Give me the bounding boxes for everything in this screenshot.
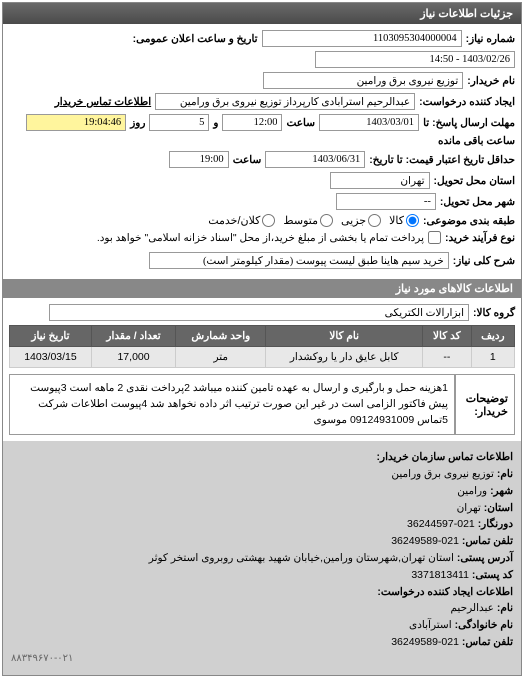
validity-label: حداقل تاریخ اعتبار قیمت: تا تاریخ:	[369, 154, 515, 166]
cell-row: 1	[471, 347, 514, 368]
creator-input[interactable]	[155, 93, 415, 110]
cat-partial-label: جزیی	[341, 214, 366, 227]
cell-qty: 17,000	[91, 347, 175, 368]
contact-phone: 021-36249589	[391, 535, 459, 547]
col-unit: واحد شمارش	[176, 326, 266, 347]
col-name: نام کالا	[266, 326, 423, 347]
desc-input[interactable]	[149, 252, 449, 269]
creator-name: عبدالرحیم	[450, 602, 494, 614]
process-label: نوع فرآیند خرید:	[445, 232, 515, 244]
goods-table: ردیف کد کالا نام کالا واحد شمارش تعداد /…	[9, 325, 515, 368]
remaining-suffix: ساعت باقی مانده	[438, 135, 515, 147]
deadline-label: مهلت ارسال پاسخ: تا	[423, 117, 515, 129]
panel-title: جزئیات اطلاعات نیاز	[3, 3, 521, 24]
contact-phone-label: تلفن تماس:	[462, 535, 513, 547]
contact-postal: 3371813411	[411, 569, 469, 581]
deadline-date-input[interactable]	[319, 114, 419, 131]
contact-province-label: استان:	[484, 502, 513, 514]
contact-province: تهران	[457, 502, 481, 514]
category-label: طبقه بندی موضوعی:	[423, 215, 515, 227]
contact-city-label: شهر:	[490, 485, 513, 497]
deadline-time-label: ساعت	[286, 117, 315, 129]
creator-label: ایجاد کننده درخواست:	[419, 96, 515, 108]
contact-name: توزیع نیروی برق ورامین	[391, 468, 494, 480]
category-radios: کالا جزیی متوسط کلان/خدمت	[208, 214, 419, 227]
cat-wholesale-label: کلان/خدمت	[208, 214, 260, 227]
cell-code: --	[422, 347, 471, 368]
city-label: شهر محل تحویل:	[440, 196, 515, 208]
notes-label: توضیحات خریدار:	[455, 374, 515, 435]
validity-time-label: ساعت	[233, 154, 262, 166]
cell-name: کابل عایق دار یا روکشدار	[266, 347, 423, 368]
col-row: ردیف	[471, 326, 514, 347]
table-row[interactable]: 1 -- کابل عایق دار یا روکشدار متر 17,000…	[10, 347, 515, 368]
contact-address-label: آدرس پستی:	[457, 552, 513, 564]
radio-medium[interactable]	[320, 214, 333, 227]
radio-partial[interactable]	[368, 214, 381, 227]
creator-phone-label: تلفن تماس:	[462, 636, 513, 648]
goods-group-input[interactable]	[49, 304, 469, 321]
contact-fax: 021-36244597	[407, 518, 475, 530]
buyer-name-label: نام خریدار:	[467, 75, 515, 87]
buyer-name-input[interactable]	[263, 72, 463, 89]
radio-all[interactable]	[406, 214, 419, 227]
city-input[interactable]	[336, 193, 436, 210]
buyer-contact-link[interactable]: اطلاعات تماس خریدار	[55, 96, 151, 108]
deadline-time-input[interactable]	[222, 114, 282, 131]
main-panel: جزئیات اطلاعات نیاز شماره نیاز: تاریخ و …	[2, 2, 522, 676]
public-datetime-input[interactable]	[315, 51, 515, 68]
request-no-label: شماره نیاز:	[466, 33, 515, 45]
notes-content: 1هزینه حمل و بارگیری و ارسال به عهده تام…	[9, 374, 455, 435]
request-no-input[interactable]	[262, 30, 462, 47]
form-section: شماره نیاز: تاریخ و ساعت اعلان عمومی: نا…	[3, 24, 521, 279]
creator-family: استرآبادی	[409, 619, 452, 631]
province-label: استان محل تحویل:	[434, 175, 515, 187]
col-qty: تعداد / مقدار	[91, 326, 175, 347]
contact-address: استان تهران,شهرستان ورامین,خیابان شهید ب…	[149, 552, 454, 564]
creator-phone: 021-36249589	[391, 636, 459, 648]
table-header-row: ردیف کد کالا نام کالا واحد شمارش تعداد /…	[10, 326, 515, 347]
goods-section-title: اطلاعات کالاهای مورد نیاز	[3, 279, 521, 298]
validity-date-input[interactable]	[265, 151, 365, 168]
cell-date: 1403/03/15	[10, 347, 92, 368]
contact-name-label: نام:	[497, 468, 513, 480]
contact-title: اطلاعات تماس سازمان خریدار:	[377, 451, 513, 463]
contact-postal-label: کد پستی:	[472, 569, 513, 581]
contact-city: ورامین	[457, 485, 487, 497]
process-note: پرداخت تمام یا بخشی از مبلغ خرید،از محل …	[97, 232, 424, 244]
creator-section-title: اطلاعات ایجاد کننده درخواست:	[377, 586, 513, 598]
footer-phone: ۸۸۳۴۹۶۷۰-۰۲۱	[11, 651, 513, 667]
remaining-time-input[interactable]	[26, 114, 126, 131]
contact-fax-label: دورنگار:	[478, 518, 513, 530]
remaining-days-label: و	[213, 117, 218, 129]
process-checkbox[interactable]	[428, 231, 441, 244]
creator-family-label: نام خانوادگی:	[455, 619, 513, 631]
province-input[interactable]	[330, 172, 430, 189]
desc-label: شرح کلی نیاز:	[453, 255, 515, 267]
col-code: کد کالا	[422, 326, 471, 347]
remaining-days-input[interactable]	[149, 114, 209, 131]
cat-medium-label: متوسط	[283, 214, 318, 227]
validity-time-input[interactable]	[169, 151, 229, 168]
creator-name-label: نام:	[497, 602, 513, 614]
public-datetime-label: تاریخ و ساعت اعلان عمومی:	[133, 33, 258, 45]
col-date: تاریخ نیاز	[10, 326, 92, 347]
notes-box: توضیحات خریدار: 1هزینه حمل و بارگیری و ا…	[9, 374, 515, 435]
remaining-time-label: روز	[130, 117, 145, 129]
contact-section: اطلاعات تماس سازمان خریدار: نام: توزیع ن…	[3, 441, 521, 675]
radio-wholesale[interactable]	[262, 214, 275, 227]
cat-all-label: کالا	[389, 214, 404, 227]
goods-group-label: گروه کالا:	[473, 307, 515, 319]
cell-unit: متر	[176, 347, 266, 368]
